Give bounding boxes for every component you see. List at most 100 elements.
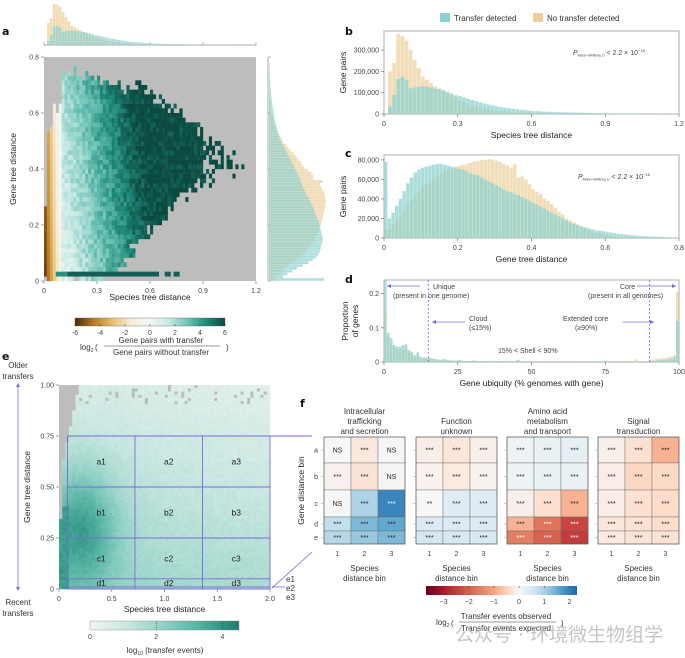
heatmap-cell <box>98 471 103 475</box>
heatmap-cell <box>161 423 165 427</box>
heatmap-cell <box>132 122 136 128</box>
heatmap-cell <box>147 103 151 109</box>
marginal-bar <box>269 87 271 91</box>
heatmap-cell <box>170 169 174 174</box>
heatmap-cell <box>148 455 152 459</box>
heatmap-cell <box>67 99 71 104</box>
heatmap-cell <box>151 391 155 395</box>
heatmap-cell <box>132 113 136 118</box>
heatmap-cell <box>194 173 198 179</box>
heatmap-cell <box>91 391 96 395</box>
heatmap-cell <box>111 262 115 268</box>
heatmap-cell <box>135 211 139 216</box>
heatmap-cell <box>49 215 54 221</box>
heatmap-cell <box>108 248 112 254</box>
heatmap-cell <box>99 145 104 151</box>
heatmap-cell <box>64 127 68 132</box>
heatmap-cell <box>200 150 204 156</box>
heatmap-cell <box>101 538 106 542</box>
heatmap-cell <box>128 547 132 551</box>
heatmap-cell <box>151 512 155 516</box>
heatmap-cell <box>91 429 96 434</box>
heatmap-cell <box>129 145 133 151</box>
heatmap-cell <box>67 71 71 76</box>
heatmap-cell <box>174 442 178 446</box>
heatmap-cell <box>46 164 51 170</box>
histogram-bar-transfer <box>534 361 538 362</box>
heatmap-cell <box>105 461 109 465</box>
heatmap-cell <box>91 150 95 156</box>
heatmap-cell <box>49 220 54 226</box>
heatmap-cell <box>229 159 233 165</box>
heatmap-cell <box>138 206 142 212</box>
heatmap-cell <box>150 155 154 160</box>
heatmap-cell <box>144 483 149 488</box>
heatmap-cell <box>176 127 180 132</box>
heatmap-cell <box>148 420 152 424</box>
heatmap-cell <box>141 477 145 481</box>
heatmap-cell <box>58 164 62 170</box>
heatmap-cell <box>134 487 139 491</box>
heatmap-cell <box>108 127 112 132</box>
heatmap-cell <box>167 557 172 561</box>
heatmap-cell <box>161 566 165 571</box>
heatmap-cell <box>121 461 126 465</box>
heatmap-cell <box>111 445 116 449</box>
heatmap-cell <box>164 201 168 207</box>
heatmap-cell <box>59 579 63 583</box>
heatmap-cell <box>129 206 133 212</box>
heatmap-cell <box>73 113 77 118</box>
heatmap-cell <box>135 108 139 114</box>
heatmap-cell <box>170 178 174 184</box>
heatmap-cell <box>78 506 83 510</box>
heatmap-cell <box>88 85 92 90</box>
heatmap-cell <box>98 439 103 443</box>
heatmap-cell <box>111 474 116 478</box>
heatmap-cell <box>111 541 116 545</box>
heatmap-cell <box>95 509 99 513</box>
heatmap-cell <box>105 483 109 488</box>
histogram-bar-transfer <box>466 360 470 362</box>
heatmap-cell <box>150 220 154 226</box>
heatmap-cell <box>152 178 157 184</box>
heatmap-cell <box>126 211 130 216</box>
marginal-bar <box>147 43 151 45</box>
heatmap-cell <box>129 248 133 254</box>
heatmap-cell <box>128 531 132 536</box>
heatmap-cell <box>177 560 182 564</box>
heatmap-cell <box>97 243 101 249</box>
marginal-bar <box>269 230 322 234</box>
heatmap-cell <box>167 416 172 421</box>
heatmap-cell <box>97 122 101 128</box>
heatmap-cell <box>131 385 136 389</box>
heatmap-cell <box>135 122 139 128</box>
heatmap-cell <box>161 413 165 418</box>
heatmap-cell <box>99 173 104 179</box>
histogram-bar-transfer <box>494 106 499 114</box>
heatmap-cell <box>167 541 172 545</box>
heatmap-cell <box>70 127 74 132</box>
heatmap-cell <box>138 544 142 548</box>
heatmap-cell <box>173 103 177 109</box>
heatmap-cell <box>79 192 83 198</box>
heatmap-cell <box>101 512 106 516</box>
heatmap-cell <box>105 229 109 235</box>
heatmap-cell <box>117 145 121 151</box>
heatmap-cell <box>151 493 155 497</box>
heatmap-cell <box>105 512 109 516</box>
heatmap-cell <box>118 560 122 564</box>
heatmap-cell <box>141 136 145 142</box>
heatmap-cell <box>78 458 83 462</box>
heatmap-cell <box>82 169 86 174</box>
heatmap-cell <box>108 557 112 561</box>
heatmap-cell <box>108 585 112 590</box>
histogram-bar-transfer <box>461 169 465 238</box>
heatmap-cell <box>164 442 168 446</box>
heatmap-cell <box>78 480 83 485</box>
heatmap-cell <box>52 155 56 160</box>
heatmap-cell <box>118 569 122 574</box>
heatmap-cell <box>141 426 145 430</box>
heatmap-cell <box>151 410 155 414</box>
heatmap-cell <box>129 99 133 104</box>
heatmap-cell <box>121 518 126 523</box>
